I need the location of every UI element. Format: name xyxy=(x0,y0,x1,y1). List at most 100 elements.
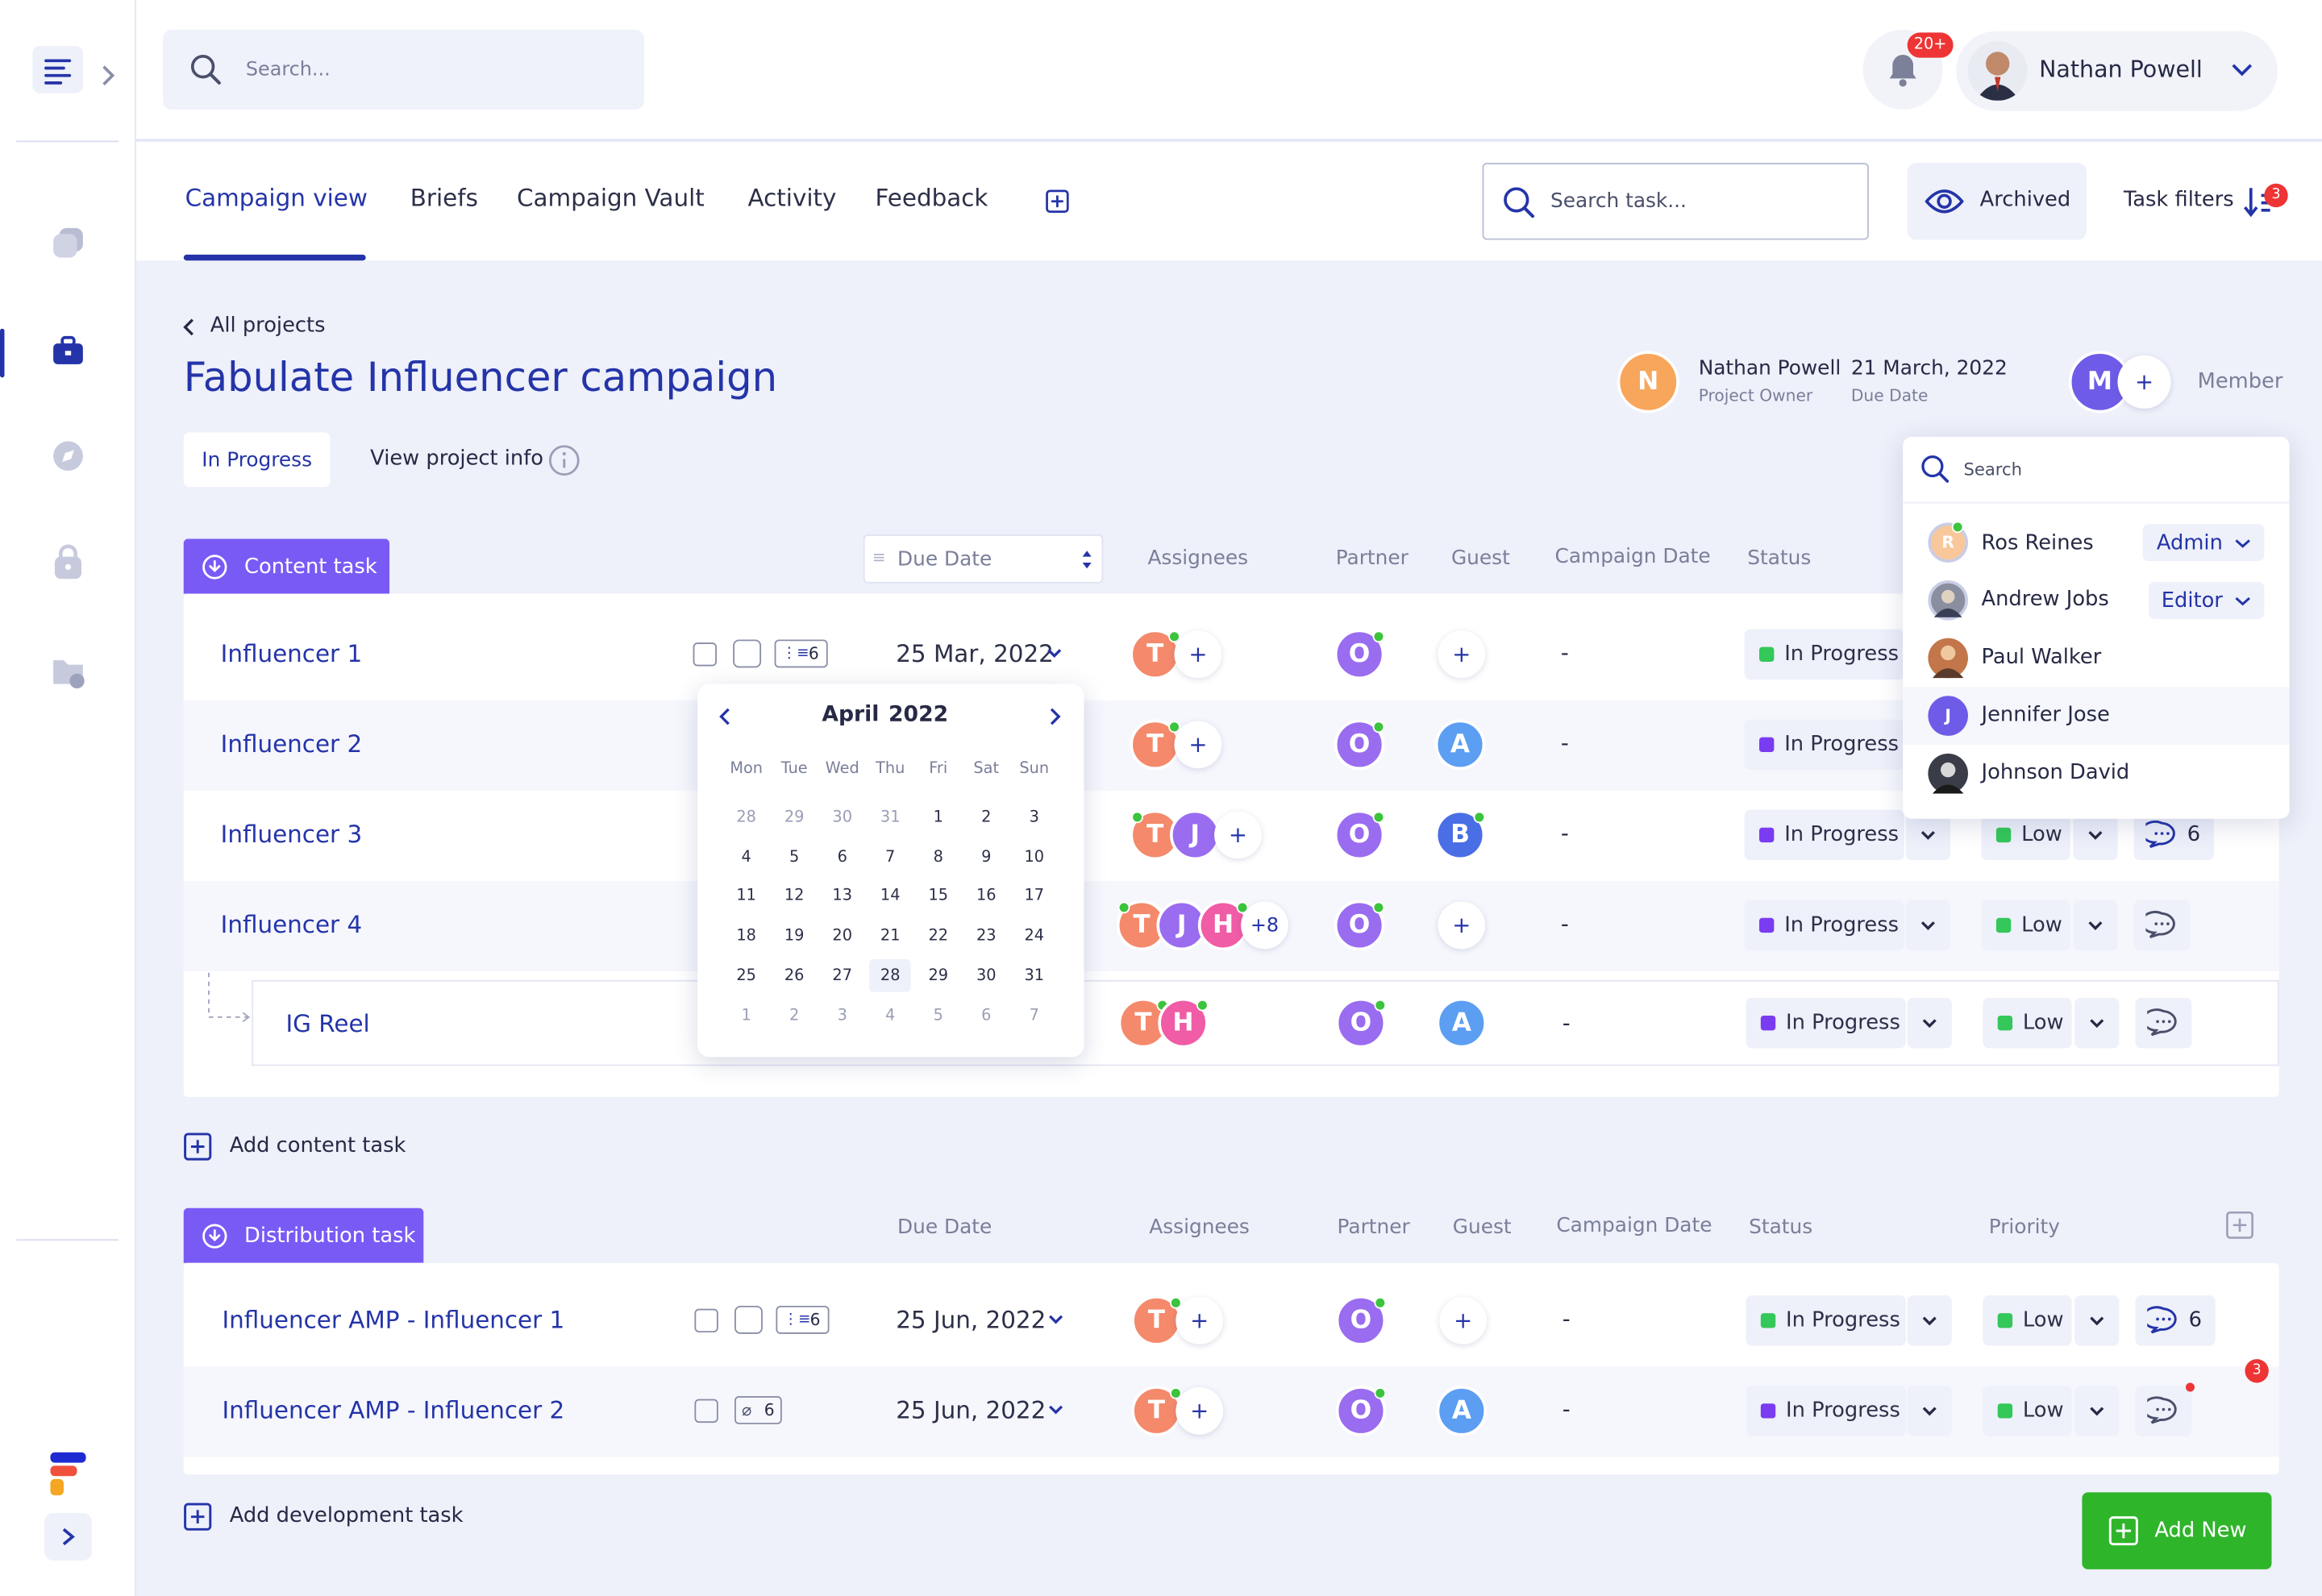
tab-campaign-view[interactable]: Campaign view xyxy=(185,183,368,212)
priority-caret[interactable] xyxy=(2073,900,2118,951)
calendar-day[interactable]: 19 xyxy=(784,926,805,945)
table-row[interactable]: Influencer AMP - Influencer 2 ⌀ 6 25 Jun… xyxy=(183,1366,2279,1457)
priority-dropdown[interactable]: Low xyxy=(1983,997,2072,1049)
status-dropdown[interactable]: In Progress xyxy=(1746,1386,1906,1436)
calendar-day[interactable]: 1 xyxy=(933,808,943,826)
user-menu[interactable]: Nathan Powell xyxy=(1956,31,2278,111)
task-name[interactable]: Influencer 1 xyxy=(220,639,363,668)
comments-button[interactable]: 6 xyxy=(2135,1295,2216,1346)
attachments-chip[interactable]: ⌀ 6 xyxy=(734,1396,782,1424)
status-dropdown[interactable]: In Progress xyxy=(1744,900,1904,951)
calendar-day[interactable]: 6 xyxy=(837,847,847,866)
calendar-day[interactable]: 31 xyxy=(880,808,901,826)
member-role-dropdown[interactable]: Admin xyxy=(2143,524,2265,562)
calendar-day[interactable]: 5 xyxy=(789,847,800,866)
calendar-day[interactable]: 30 xyxy=(976,966,997,985)
partner-avatar[interactable]: O xyxy=(1334,809,1385,861)
project-status-badge[interactable]: In Progress xyxy=(183,432,331,488)
calendar-day[interactable]: 8 xyxy=(933,847,943,866)
partner-avatar[interactable]: O xyxy=(1335,1295,1387,1346)
comments-button[interactable] xyxy=(2133,900,2191,951)
comments-button[interactable] xyxy=(2135,1386,2192,1436)
chevron-down-icon[interactable] xyxy=(1047,1313,1065,1327)
calendar-day[interactable]: 29 xyxy=(928,966,949,985)
tab-feedback[interactable]: Feedback xyxy=(875,183,988,212)
priority-caret[interactable] xyxy=(2074,1386,2120,1436)
calendar-day[interactable]: 27 xyxy=(832,966,852,985)
calendar-day[interactable]: 7 xyxy=(1029,1006,1039,1025)
calendar-day[interactable]: 31 xyxy=(1024,966,1045,985)
chevron-right-icon[interactable] xyxy=(1047,706,1062,727)
calendar-day[interactable]: 25 xyxy=(736,966,756,985)
assignee-avatar[interactable]: J xyxy=(1169,809,1221,861)
calendar-day[interactable]: 17 xyxy=(1024,887,1045,905)
add-content-task-button[interactable]: Add content task xyxy=(229,1133,406,1158)
back-link[interactable]: All projects xyxy=(210,314,326,338)
calendar-day[interactable]: 6 xyxy=(981,1006,992,1025)
add-new-button[interactable]: Add New xyxy=(2082,1492,2272,1569)
priority-dropdown[interactable]: Low xyxy=(1983,1386,2072,1436)
calendar-day[interactable]: 13 xyxy=(832,887,852,905)
task-name[interactable]: Influencer AMP - Influencer 2 xyxy=(222,1396,565,1424)
table-row[interactable]: IG Reel T H O A - In Progress Low xyxy=(252,979,2279,1066)
table-row[interactable]: Influencer 4 T J H +8 O + - In Progress … xyxy=(183,880,2279,971)
chevron-down-icon[interactable] xyxy=(1047,1403,1065,1417)
more-assignees-button[interactable]: +8 xyxy=(1241,901,1288,950)
calendar-day[interactable]: 11 xyxy=(736,887,756,905)
member-row[interactable]: R Ros Reines Admin xyxy=(1903,513,2289,571)
content-task-header[interactable]: Content task xyxy=(183,538,390,594)
status-dropdown[interactable]: In Progress xyxy=(1746,997,1906,1049)
calendar-day[interactable]: 1 xyxy=(741,1006,751,1025)
calendar-day[interactable]: 9 xyxy=(981,847,992,866)
status-caret[interactable] xyxy=(1905,900,1950,951)
task-search-input[interactable]: Search task... xyxy=(1482,163,1869,240)
calendar-day[interactable]: 3 xyxy=(837,1006,847,1025)
priority-caret[interactable] xyxy=(2074,1295,2120,1346)
distribution-task-header[interactable]: Distribution task xyxy=(183,1207,424,1263)
priority-caret[interactable] xyxy=(2074,997,2120,1049)
calendar-day[interactable]: 18 xyxy=(736,926,756,945)
add-assignee-button[interactable]: + xyxy=(1174,630,1222,679)
calendar-day[interactable]: 10 xyxy=(1024,847,1045,866)
assignee-avatar[interactable]: T xyxy=(1131,1295,1182,1346)
calendar-day[interactable]: 28 xyxy=(736,808,756,826)
table-row[interactable]: Influencer 1 ⋮≡ 6 25 Mar, 2022 T + O + -… xyxy=(184,610,2279,700)
partner-avatar[interactable]: O xyxy=(1334,719,1385,771)
status-dropdown[interactable]: In Progress xyxy=(1746,1295,1906,1346)
assignee-avatar[interactable]: T xyxy=(1130,629,1180,680)
status-caret[interactable] xyxy=(1907,1295,1952,1346)
add-assignee-button[interactable]: + xyxy=(1214,811,1262,859)
status-dropdown[interactable]: In Progress xyxy=(1744,809,1904,861)
tab-campaign-vault[interactable]: Campaign Vault xyxy=(517,183,705,212)
briefcase-icon[interactable] xyxy=(49,331,88,370)
tab-briefs[interactable]: Briefs xyxy=(410,183,478,212)
member-row[interactable]: J Jennifer Jose xyxy=(1903,687,2290,745)
add-assignee-button[interactable]: + xyxy=(1176,1296,1224,1345)
chevron-right-icon[interactable] xyxy=(98,62,119,89)
add-column-icon[interactable] xyxy=(2226,1211,2254,1239)
archived-button[interactable]: Archived xyxy=(1907,163,2087,240)
document-icon[interactable] xyxy=(693,642,717,667)
assignee-avatar[interactable]: T xyxy=(1130,809,1180,861)
guest-avatar[interactable]: A xyxy=(1436,997,1488,1049)
add-guest-button[interactable]: + xyxy=(1438,901,1486,950)
calendar-day[interactable]: 3 xyxy=(1029,808,1039,826)
task-name[interactable]: Influencer 2 xyxy=(220,729,363,759)
document-icon[interactable] xyxy=(694,1308,718,1333)
subtasks-chip[interactable]: ⋮≡ 6 xyxy=(776,1305,830,1334)
menu-toggle-button[interactable] xyxy=(32,45,83,94)
assignee-avatar[interactable]: T xyxy=(1130,719,1180,771)
guest-avatar[interactable]: A xyxy=(1436,1386,1488,1436)
lock-icon[interactable] xyxy=(49,543,88,582)
table-row[interactable]: Influencer AMP - Influencer 1 ⋮≡ 6 25 Ju… xyxy=(184,1276,2279,1366)
member-role-dropdown[interactable]: Editor xyxy=(2148,581,2265,619)
assignee-avatar[interactable]: T xyxy=(1131,1386,1182,1436)
subtasks-chip[interactable]: ⋮≡ 6 xyxy=(774,639,828,668)
calendar-day[interactable]: 29 xyxy=(784,808,805,826)
add-guest-button[interactable]: + xyxy=(1439,1296,1488,1345)
calendar-day[interactable]: 14 xyxy=(880,887,901,905)
tab-activity[interactable]: Activity xyxy=(747,183,837,212)
status-dropdown[interactable]: In Progress xyxy=(1744,629,1904,680)
calendar-day[interactable]: 24 xyxy=(1024,926,1045,945)
calendar-day[interactable]: 28 xyxy=(869,958,911,992)
